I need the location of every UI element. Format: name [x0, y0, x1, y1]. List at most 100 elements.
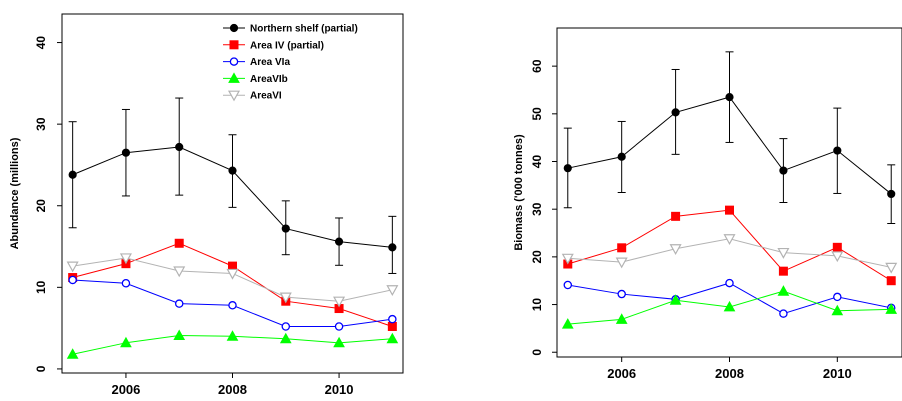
data-point	[175, 142, 184, 152]
data-point	[68, 275, 77, 285]
data-point	[669, 294, 682, 305]
y-tick-label: 0	[530, 349, 544, 356]
legend-label: Area IV (partial)	[250, 40, 324, 51]
x-tick-label: 2008	[715, 366, 744, 381]
x-tick-label: 2006	[607, 366, 636, 381]
data-point	[885, 303, 898, 314]
series-3	[561, 285, 898, 329]
series-area-via	[68, 275, 397, 331]
data-point	[173, 329, 186, 340]
legend-item: AreaVI	[223, 90, 282, 102]
data-point	[334, 237, 344, 246]
y-tick-label: 10	[530, 298, 544, 312]
data-point	[615, 313, 628, 324]
data-point	[120, 336, 132, 348]
data-point	[885, 262, 898, 274]
legend-item: Area IV (partial)	[223, 40, 324, 51]
y-axis-title: Biomass ('000 tonnes)	[513, 134, 525, 251]
data-point	[723, 300, 736, 312]
data-point	[617, 243, 627, 253]
y-tick-label: 0	[34, 365, 48, 372]
legend: Northern shelf (partial) Area IV (partial…	[223, 24, 358, 102]
legend-label: Area VIa	[250, 57, 290, 68]
data-point	[386, 285, 399, 297]
data-point	[723, 234, 736, 245]
data-point	[388, 314, 397, 324]
data-point	[669, 244, 682, 255]
data-point	[68, 170, 77, 179]
y-axis-title: Abundance (millions)	[9, 137, 21, 249]
data-point	[563, 164, 572, 173]
data-point	[563, 280, 573, 290]
data-point	[279, 332, 292, 344]
data-point	[66, 348, 79, 359]
data-point	[386, 332, 399, 344]
plot-area	[561, 51, 898, 329]
series-line	[567, 209, 892, 282]
data-point	[617, 289, 626, 299]
legend-item: Area VIa	[223, 57, 290, 68]
series-line	[72, 242, 393, 327]
data-point	[833, 292, 842, 302]
legend-marker	[229, 57, 239, 66]
data-point	[174, 238, 184, 248]
y-tick-label: 30	[34, 117, 48, 131]
y-tick-label: 20	[34, 199, 48, 213]
series-0	[563, 51, 896, 224]
data-point	[119, 253, 132, 265]
data-point	[833, 146, 842, 155]
y-tick-label: 30	[530, 202, 544, 216]
x-tick-label: 2006	[111, 382, 140, 397]
data-point	[281, 322, 291, 331]
data-point	[228, 301, 237, 310]
data-point	[887, 189, 896, 199]
data-point	[778, 266, 788, 276]
data-point	[173, 266, 186, 278]
data-point	[174, 299, 184, 308]
legend-item: Northern shelf (partial)	[223, 24, 358, 35]
y-tick-label: 10	[34, 280, 48, 294]
legend-marker	[227, 90, 241, 102]
series-areavi	[66, 253, 399, 308]
x-tick-label: 2010	[325, 382, 354, 397]
data-point	[281, 224, 290, 233]
data-point	[615, 257, 628, 269]
legend-label: AreaVI	[250, 91, 282, 102]
data-point	[779, 309, 788, 318]
legend-label: Northern shelf (partial)	[250, 24, 358, 35]
data-point	[279, 292, 292, 304]
x-tick-label: 2008	[218, 382, 247, 397]
y-tick-label: 20	[530, 250, 544, 264]
x-tick-label: 2010	[823, 366, 852, 381]
biomass-chart: 0 10 20 30 40 50 60 2006 2008 2010 Biomass ('000 t…	[513, 27, 902, 381]
data-point	[228, 166, 237, 175]
y-tick-label: 50	[530, 107, 544, 121]
legend-marker	[228, 72, 240, 83]
legend-item: AreaVIb	[223, 72, 288, 85]
data-point	[831, 251, 844, 263]
data-point	[777, 247, 790, 259]
series-northern-shelf-partial	[68, 97, 397, 274]
y-tick-label: 40	[530, 155, 544, 169]
data-point	[725, 205, 734, 215]
data-point	[66, 261, 79, 273]
legend-label: AreaVIb	[250, 74, 288, 85]
data-point	[334, 322, 344, 331]
data-point	[777, 285, 790, 296]
data-point	[779, 166, 788, 175]
data-point	[561, 318, 574, 329]
data-point	[226, 268, 239, 280]
data-point	[832, 242, 842, 252]
series-area-iv-partial	[68, 238, 397, 331]
series-areavib	[66, 329, 399, 359]
data-point	[831, 304, 844, 316]
data-point	[671, 108, 680, 117]
series-2	[563, 278, 896, 318]
data-point	[725, 278, 734, 288]
legend-marker	[229, 23, 239, 33]
y-tick-label: 40	[34, 36, 48, 50]
data-point	[121, 148, 131, 157]
abundance-chart: 0 10 20 30 40 2006 2008 2010 Abundance (millions…	[9, 13, 404, 397]
series-1	[563, 205, 896, 286]
